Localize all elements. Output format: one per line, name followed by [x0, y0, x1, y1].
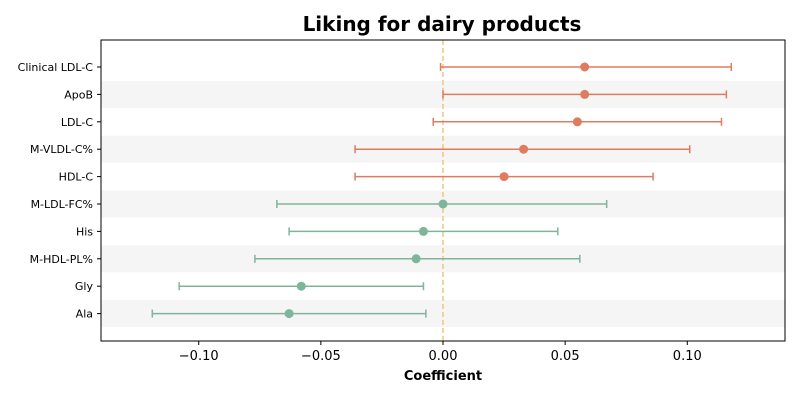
x-tick-label: −0.10: [179, 349, 219, 364]
estimate-point: [580, 62, 590, 72]
x-tick-label: 0.00: [429, 349, 458, 364]
y-tick-label: Clinical LDL-C: [18, 61, 94, 74]
x-tick-label: 0.10: [673, 349, 702, 364]
plot-marks: [151, 62, 733, 319]
estimate-point: [296, 281, 306, 291]
x-axis-label: Coefficient: [404, 369, 482, 384]
y-tick-label: M-VLDL-C%: [30, 143, 93, 156]
estimate-point: [499, 172, 509, 182]
estimate-point: [411, 254, 421, 264]
y-tick-label: Gly: [75, 280, 94, 293]
y-tick-label: HDL-C: [59, 171, 94, 184]
chart-title: Liking for dairy products: [303, 12, 582, 36]
estimate-point: [580, 89, 590, 99]
y-tick-label: LDL-C: [61, 116, 94, 129]
y-tick-label: M-LDL-FC%: [31, 198, 93, 211]
estimate-point: [519, 144, 529, 154]
y-tick-label: His: [76, 225, 93, 238]
x-tick-label: −0.05: [301, 349, 341, 364]
x-axis: −0.10 −0.05 0.00 0.05 0.10: [179, 341, 702, 364]
estimate-point: [418, 226, 428, 236]
estimate-point: [284, 309, 294, 319]
y-axis: Clinical LDL-C ApoB LDL-C M-VLDL-C% HDL-C M-L…: [18, 61, 101, 321]
estimate-point: [572, 117, 582, 127]
y-tick-label: ApoB: [64, 88, 93, 101]
x-tick-label: 0.05: [551, 349, 580, 364]
y-tick-label: M-HDL-PL%: [30, 253, 93, 266]
y-tick-label: Ala: [76, 308, 93, 321]
estimate-point: [438, 199, 448, 209]
